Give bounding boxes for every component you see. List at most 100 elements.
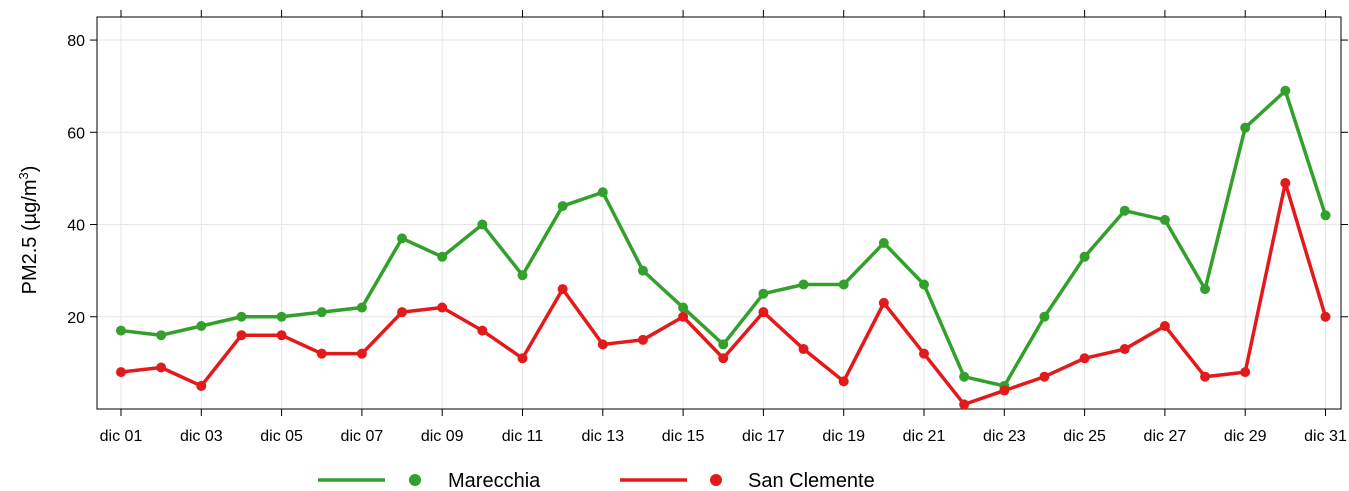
data-point <box>798 344 809 355</box>
y-axis-title-base: PM2.5 (µg/m <box>19 180 41 295</box>
data-point <box>758 288 769 299</box>
legend-item: San Clemente <box>620 470 875 491</box>
data-point <box>356 348 367 359</box>
data-point <box>798 279 809 290</box>
legend: Marecchia San Clemente <box>318 470 875 491</box>
data-point <box>437 251 448 262</box>
data-point <box>196 320 207 331</box>
x-tick-label: dic 25 <box>1063 428 1106 445</box>
x-tick-label: dic 07 <box>341 428 384 445</box>
data-point <box>718 353 729 364</box>
data-point <box>637 265 648 276</box>
data-point <box>999 385 1010 396</box>
data-point <box>1119 344 1130 355</box>
x-tick-label: dic 03 <box>180 428 223 445</box>
data-point <box>1240 122 1251 133</box>
data-point <box>557 201 568 212</box>
data-point <box>116 367 126 378</box>
legend-label: San Clemente <box>748 470 875 491</box>
data-point <box>276 330 287 341</box>
data-point <box>276 311 287 322</box>
data-point <box>1039 311 1050 322</box>
y-axis-title: PM2.5 (µg/m3) <box>16 166 41 295</box>
data-point <box>316 307 327 318</box>
data-point <box>678 302 689 313</box>
x-tick-label: dic 15 <box>662 428 705 445</box>
data-point <box>236 330 247 341</box>
data-point <box>597 339 608 350</box>
data-point <box>557 284 568 295</box>
data-point <box>1159 320 1170 331</box>
data-point <box>1320 311 1331 322</box>
axes-layer: 20 40 60 80 dic 01 dic 03 dic 05 dic 07 dic 09 di… <box>67 10 1348 445</box>
legend-label: Marecchia <box>448 470 541 491</box>
x-tick-label: dic 17 <box>742 428 785 445</box>
x-tick-label: dic 01 <box>100 428 143 445</box>
data-point <box>1320 210 1331 221</box>
data-point <box>517 270 528 281</box>
y-tick-label: 40 <box>67 218 85 235</box>
data-point <box>678 311 689 322</box>
data-point <box>1280 85 1291 96</box>
data-point <box>156 330 167 341</box>
data-point <box>1280 178 1291 189</box>
x-tick-label: dic 23 <box>983 428 1026 445</box>
data-point <box>637 334 648 345</box>
legend-swatch-dot <box>710 474 722 486</box>
data-point <box>878 297 889 308</box>
y-tick-label: 60 <box>67 125 85 142</box>
data-point <box>1200 284 1211 295</box>
data-point <box>597 187 608 198</box>
data-point <box>959 399 970 410</box>
x-tick-label: dic 05 <box>260 428 303 445</box>
data-point <box>116 325 126 336</box>
series-san-clemente <box>116 178 1331 410</box>
data-point <box>316 348 327 359</box>
data-point <box>1079 251 1090 262</box>
x-tick-label: dic 19 <box>822 428 865 445</box>
data-point <box>919 279 929 290</box>
x-tick-label: dic 13 <box>581 428 624 445</box>
data-point <box>1200 371 1211 382</box>
data-point <box>477 219 488 230</box>
legend-swatch-dot <box>409 474 421 486</box>
data-point <box>1240 367 1251 378</box>
y-tick-label: 80 <box>67 33 85 50</box>
grid-layer <box>97 17 1341 409</box>
series-marecchia <box>116 85 1331 391</box>
data-point <box>437 302 448 313</box>
x-tick-label: dic 29 <box>1224 428 1267 445</box>
data-point <box>959 371 970 382</box>
data-point <box>236 311 247 322</box>
data-point <box>838 279 849 290</box>
y-tick-label: 20 <box>67 310 85 327</box>
legend-item: Marecchia <box>318 470 541 491</box>
data-point <box>1039 371 1050 382</box>
data-point <box>196 380 207 391</box>
series-layer <box>116 85 1331 410</box>
data-point <box>1119 205 1130 216</box>
data-point <box>517 353 528 364</box>
data-point <box>356 302 367 313</box>
data-point <box>477 325 488 336</box>
data-point <box>758 307 769 318</box>
y-axis-title-close: ) <box>19 166 41 173</box>
data-point <box>397 307 408 318</box>
x-tick-label: dic 11 <box>502 428 544 445</box>
y-axis-title-sup: 3 <box>16 172 31 179</box>
plot-frame <box>96 16 1342 410</box>
x-tick-label: dic 27 <box>1144 428 1187 445</box>
data-point <box>919 348 929 359</box>
data-point <box>1159 214 1170 225</box>
data-point <box>878 237 889 248</box>
x-tick-label: dic 31 <box>1304 428 1347 445</box>
x-tick-label: dic 21 <box>903 428 946 445</box>
data-point <box>397 233 408 244</box>
data-point <box>156 362 167 373</box>
x-tick-label: dic 09 <box>421 428 464 445</box>
data-point <box>1079 353 1090 364</box>
data-point <box>718 339 729 350</box>
data-point <box>838 376 849 387</box>
